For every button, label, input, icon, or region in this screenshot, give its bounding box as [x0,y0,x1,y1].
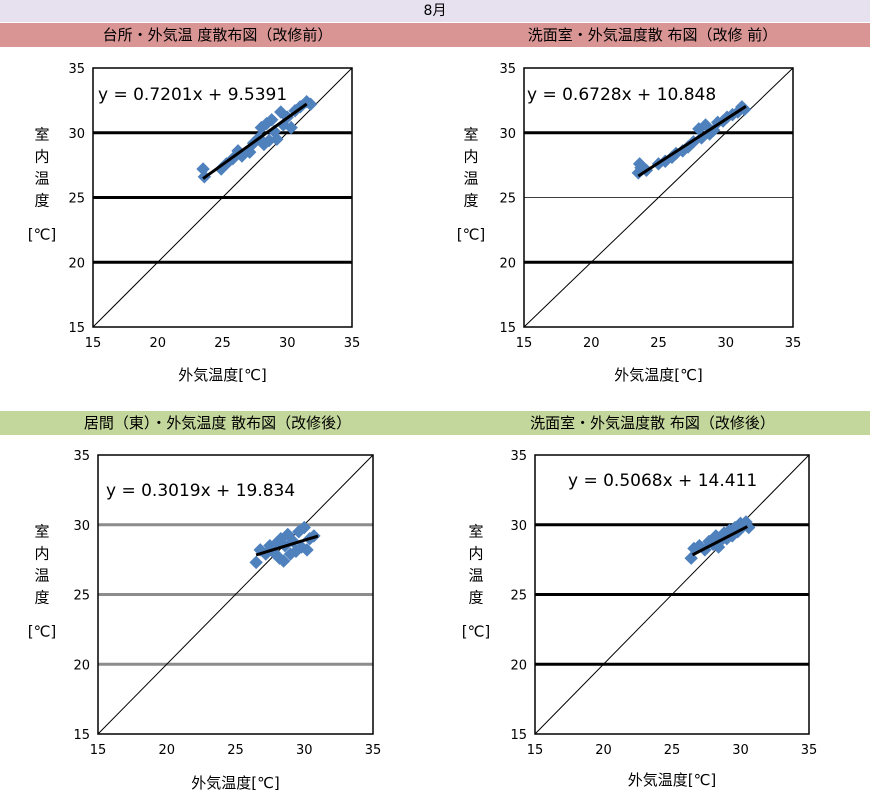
y-tick-label: 30 [499,127,516,142]
y-tick-label: 25 [73,589,90,604]
trend-equation: y = 0.7201x + 9.5391 [98,85,287,105]
y-axis-label: 度 [34,192,49,210]
x-axis-label: 外気温度[℃] [191,774,280,792]
x-tick-label: 20 [149,336,166,351]
data-point [249,555,263,570]
y-tick-label: 15 [73,728,90,743]
x-tick-label: 35 [344,336,361,351]
y-axis-label: 温 [463,170,478,188]
y-tick-label: 35 [499,62,516,77]
x-tick-label: 25 [650,336,667,351]
x-tick-label: 25 [214,336,231,351]
x-tick-label: 15 [85,336,102,351]
data-point [242,145,257,159]
y-tick-label: 20 [510,658,527,673]
x-tick-label: 15 [527,743,544,758]
data-point [737,102,752,117]
data-point [284,120,298,135]
y-tick-label: 20 [68,256,85,271]
x-tick-label: 15 [90,743,107,758]
x-tick-label: 30 [296,743,313,758]
chart-title-living-after: 居間（東）・外気温度 散布図（改修後） [0,411,435,435]
reference-line-y-equals-x [97,454,374,735]
y-axis-label: 温 [34,170,49,188]
trend-line [255,534,319,557]
x-tick-label: 20 [158,743,175,758]
y-axis-label: [℃] [457,226,486,244]
y-tick-label: 15 [68,321,85,336]
data-point [276,554,291,568]
x-tick-label: 30 [279,336,296,351]
x-axis-label: 外気温度[℃] [628,771,717,789]
chart-title-kitchen-before: 台所・外気温 度散布図（改修前） [0,23,435,47]
y-tick-label: 25 [510,589,527,604]
plot-area-border [534,454,810,735]
y-axis-label: [℃] [28,623,57,641]
trend-equation: y = 0.5068x + 14.411 [568,471,757,491]
y-tick-label: 35 [510,449,527,464]
y-axis-label: 温 [34,567,49,585]
y-tick-label: 15 [510,728,527,743]
y-tick-label: 30 [73,519,90,534]
trend-line [202,102,308,180]
x-tick-label: 30 [717,336,734,351]
data-point [270,132,284,146]
trend-equation: y = 0.6728x + 10.848 [527,85,716,105]
y-tick-label: 35 [73,449,90,464]
y-tick-label: 20 [73,658,90,673]
y-tick-label: 25 [499,192,516,207]
y-axis-label: [℃] [462,623,491,641]
y-axis-label: 内 [468,545,483,563]
data-point [265,113,279,127]
y-tick-label: 35 [68,62,85,77]
reference-line-y-equals-x [534,454,810,735]
x-tick-label: 15 [516,336,533,351]
x-tick-label: 30 [732,743,749,758]
y-tick-label: 20 [499,256,516,271]
x-tick-label: 20 [583,336,600,351]
y-axis-label: 内 [463,148,478,166]
y-axis-label: 内 [34,148,49,166]
y-tick-label: 30 [68,127,85,142]
y-axis-label: 室 [468,523,483,541]
data-point [300,543,314,557]
chart-title-washroom-before: 洗面室・外気温度散 布図（改修 前） [435,23,870,47]
month-title: 8月 [0,0,870,22]
x-tick-label: 35 [801,743,818,758]
y-tick-label: 25 [68,192,85,207]
y-axis-label: 温 [468,567,483,585]
y-tick-label: 30 [510,519,527,534]
y-axis-label: 内 [34,545,49,563]
trend-line [637,105,747,178]
plot-area-border [523,67,794,328]
data-point [297,520,311,535]
data-point [303,97,318,111]
trend-equation: y = 0.3019x + 19.834 [106,481,295,501]
y-axis-label: [℃] [28,226,57,244]
y-axis-label: 室 [463,126,478,144]
x-tick-label: 35 [365,743,382,758]
x-tick-label: 25 [664,743,681,758]
chart-title-washroom-after: 洗面室・外気温度散 布図（改修後） [435,411,870,435]
x-tick-label: 20 [595,743,612,758]
plot-area-border [97,454,374,735]
x-tick-label: 25 [227,743,244,758]
y-axis-label: 室 [34,126,49,144]
y-axis-label: 度 [463,192,478,210]
trend-line [691,525,749,557]
y-axis-label: 室 [34,523,49,541]
x-axis-label: 外気温度[℃] [614,366,703,384]
y-axis-label: 度 [468,589,483,607]
y-axis-label: 度 [34,589,49,607]
data-point [742,520,756,535]
y-tick-label: 15 [499,321,516,336]
reference-line-y-equals-x [92,67,353,328]
x-tick-label: 35 [785,336,802,351]
plot-area-border [92,67,353,328]
x-axis-label: 外気温度[℃] [178,366,267,384]
